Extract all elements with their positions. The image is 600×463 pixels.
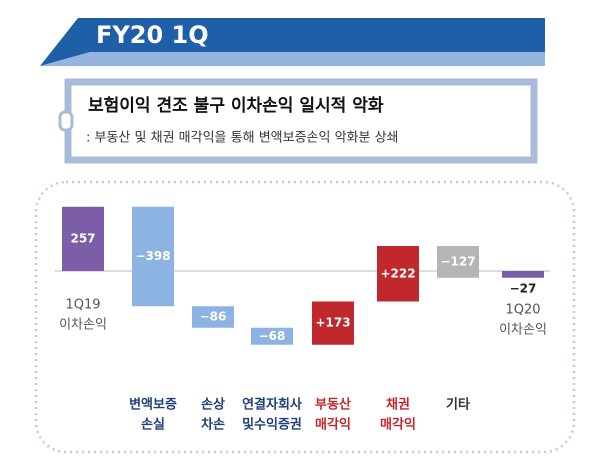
category-label: 매각익 [380,417,416,433]
summary-title: 보험이익 견조 불구 이차손익 일시적 악화 [88,95,384,116]
category-label: 기타 [446,397,470,413]
bar [251,327,293,345]
category-label: 손상 [201,398,225,413]
category-label: 부동산 [315,397,351,413]
header-title: FY20 1Q [96,21,209,49]
bar [192,306,234,328]
value-label: −398 [135,249,170,263]
category-label: 매각익 [315,417,351,433]
chart-frame [34,180,576,454]
bar [132,206,174,307]
header-banner [40,18,545,66]
category-label: 1Q20 [505,302,540,317]
summary-box [64,78,538,164]
bar [62,206,104,271]
bar [377,246,419,302]
category-label: 이차손익 [499,322,547,337]
value-label: 257 [70,231,95,245]
value-label: −127 [440,254,475,268]
category-label: 및수익증권 [242,417,302,433]
category-label: 손실 [141,417,165,433]
value-label: +222 [380,266,415,280]
summary-subtitle: : 부동산 및 채권 매각익을 통해 변액보증손익 악화분 상쇄 [86,131,399,146]
value-label: −86 [200,310,227,324]
value-label: −68 [259,329,286,343]
value-label: +173 [315,316,350,330]
bar [437,246,479,278]
category-label: 이차손익 [59,318,107,333]
summary-tab [58,110,74,132]
bar [312,301,354,345]
bar [502,271,544,278]
value-label: −27 [510,281,537,295]
category-label: 채권 [386,398,410,413]
category-label: 1Q19 [65,298,100,313]
category-label: 차손 [201,417,225,433]
category-label: 연결자회사 [242,397,302,413]
category-label: 변액보증 [129,398,177,413]
header-shadow [40,52,545,66]
